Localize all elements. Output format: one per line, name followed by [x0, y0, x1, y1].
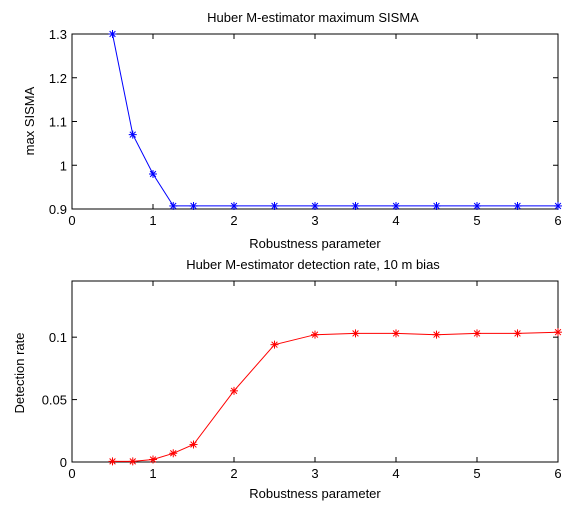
sisma-data-point — [311, 201, 319, 210]
detection-ticks: 0 1 2 3 4 5 6 0 0.05 0.1 — [42, 281, 562, 481]
detection-data-point — [270, 340, 279, 349]
detection-y-axis-label: Detection rate — [12, 333, 27, 414]
detection-x-tick-label: 6 — [554, 466, 561, 481]
detection-data-point — [311, 330, 319, 339]
sisma-data-point — [189, 201, 198, 210]
detection-x-tick-label: 4 — [392, 466, 399, 481]
detection-x-tick-label: 1 — [149, 466, 156, 481]
sisma-data-point — [554, 201, 562, 210]
detection-y-tick-label: 0 — [60, 455, 67, 470]
sisma-data-point — [128, 130, 137, 139]
sisma-y-axis-label: max SISMA — [22, 86, 37, 155]
sisma-ticks: 0 1 2 3 4 5 6 0.9 1 1.1 1.2 1.3 — [49, 27, 562, 228]
sisma-data-point — [392, 201, 400, 210]
sisma-data-point — [432, 201, 441, 210]
detection-plot-title: Huber M-estimator detection rate, 10 m b… — [186, 257, 440, 272]
sisma-x-tick-label: 6 — [554, 213, 561, 228]
detection-plot: Huber M-estimator detection rate, 10 m b… — [12, 257, 562, 501]
detection-plot-area — [71, 280, 559, 463]
sisma-x-tick-label: 2 — [230, 213, 237, 228]
detection-x-tick-label: 3 — [311, 466, 318, 481]
sisma-plot-title: Huber M-estimator maximum SISMA — [207, 10, 419, 25]
sisma-y-tick-label: 0.9 — [49, 202, 67, 217]
detection-data-point — [128, 457, 137, 466]
sisma-x-tick-label: 5 — [473, 213, 480, 228]
sisma-x-tick-label: 4 — [392, 213, 399, 228]
detection-y-tick-label: 0.05 — [42, 393, 67, 408]
detection-y-tick-label: 0.1 — [49, 330, 67, 345]
sisma-plot: Huber M-estimator maximum SISMA 0 1 2 3 4 5 60… — [22, 10, 562, 251]
detection-data-point — [554, 328, 562, 337]
sisma-x-tick-label: 3 — [311, 213, 318, 228]
sisma-series-line — [112, 33, 558, 207]
sisma-plot-area — [71, 33, 559, 210]
sisma-data-point — [230, 201, 238, 210]
sisma-y-tick-label: 1.2 — [49, 71, 67, 86]
sisma-x-tick-label: 1 — [149, 213, 156, 228]
detection-data-point — [169, 449, 178, 458]
sisma-data-point — [169, 201, 178, 210]
detection-data-point — [149, 455, 157, 464]
sisma-y-tick-label: 1.3 — [49, 27, 67, 42]
detection-x-tick-label: 2 — [230, 466, 237, 481]
detection-data-point — [392, 329, 400, 338]
detection-x-tick-label: 0 — [68, 466, 75, 481]
detection-x-tick-label: 5 — [473, 466, 480, 481]
detection-data-point — [189, 440, 198, 449]
detection-x-axis-label: Robustness parameter — [249, 486, 381, 501]
sisma-data-point — [473, 201, 481, 210]
sisma-y-tick-label: 1 — [60, 158, 67, 173]
sisma-data-point — [108, 30, 117, 38]
sisma-data-point — [270, 201, 279, 210]
detection-data-point — [230, 386, 238, 395]
sisma-data-point — [513, 201, 522, 210]
sisma-x-axis-label: Robustness parameter — [249, 236, 381, 251]
detection-data-point — [432, 330, 441, 339]
sisma-data-point — [351, 201, 360, 210]
sisma-x-tick-label: 0 — [68, 213, 75, 228]
detection-series — [108, 328, 562, 466]
detection-data-point — [513, 329, 522, 338]
detection-data-point — [108, 457, 117, 466]
detection-data-point — [351, 329, 360, 338]
sisma-data-point — [149, 170, 157, 178]
sisma-series — [108, 30, 562, 210]
detection-series-line — [112, 331, 559, 462]
detection-data-point — [473, 329, 481, 338]
sisma-y-tick-label: 1.1 — [49, 115, 67, 130]
